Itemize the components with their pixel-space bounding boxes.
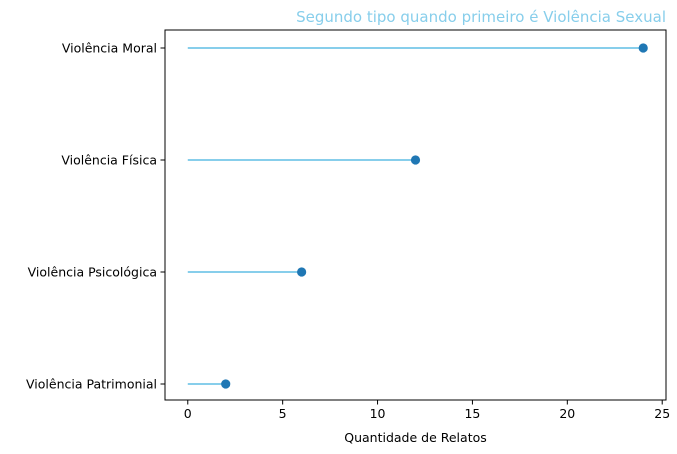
x-tick-label: 15 [464,406,480,421]
axes-frame [164,29,667,401]
x-tick-label: 20 [559,406,575,421]
x-axis-label: Quantidade de Relatos [344,430,487,445]
y-tick-label: Violência Física [61,153,157,168]
y-tick-label: Violência Patrimonial [26,377,157,392]
lollipop-marker [410,155,421,165]
chart-title: Segundo tipo quando primeiro é Violência… [296,8,666,26]
y-tick-label: Violência Psicológica [28,265,157,280]
x-tick-label: 5 [279,406,287,421]
lollipop-marker [638,43,648,53]
x-tick-label: 10 [370,406,386,421]
y-tick-label: Violência Moral [62,41,157,56]
lollipop-marker [297,267,307,277]
x-tick-label: 0 [184,406,192,421]
plot-area: 0 5 10 15 20 25 Violência Moral Violência Físic… [26,29,670,421]
lollipop-marker [221,379,231,389]
x-tick-label: 25 [654,406,670,421]
